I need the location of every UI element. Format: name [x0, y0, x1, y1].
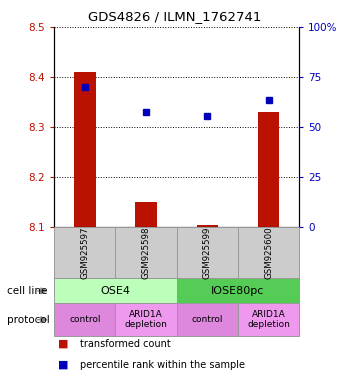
- Text: protocol: protocol: [7, 314, 50, 325]
- Bar: [74, 72, 96, 227]
- Text: percentile rank within the sample: percentile rank within the sample: [80, 360, 245, 370]
- Text: OSE4: OSE4: [100, 286, 131, 296]
- Text: ARID1A
depletion: ARID1A depletion: [247, 310, 290, 329]
- Bar: [135, 202, 157, 227]
- Text: ■: ■: [58, 360, 68, 370]
- Text: GSM925598: GSM925598: [142, 226, 150, 279]
- Text: GDS4826 / ILMN_1762741: GDS4826 / ILMN_1762741: [88, 10, 262, 23]
- Bar: [197, 225, 218, 227]
- Text: cell line: cell line: [7, 286, 47, 296]
- Text: transformed count: transformed count: [80, 339, 171, 349]
- Text: ARID1A
depletion: ARID1A depletion: [125, 310, 168, 329]
- Text: ■: ■: [58, 339, 68, 349]
- Text: GSM925599: GSM925599: [203, 226, 212, 279]
- Bar: [258, 112, 279, 227]
- Text: control: control: [192, 315, 223, 324]
- Text: GSM925597: GSM925597: [80, 226, 89, 279]
- Text: GSM925600: GSM925600: [264, 226, 273, 279]
- Text: IOSE80pc: IOSE80pc: [211, 286, 265, 296]
- Text: control: control: [69, 315, 101, 324]
